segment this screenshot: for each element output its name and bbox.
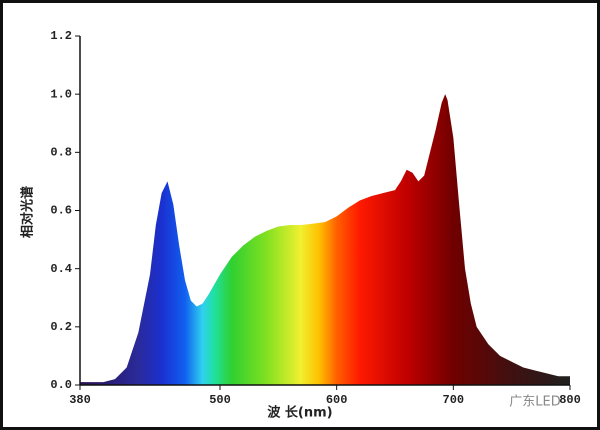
y-tick-label: 0.4 <box>50 262 72 276</box>
y-tick-label: 1.0 <box>50 87 72 101</box>
spectrum-area <box>80 94 570 386</box>
x-tick-label: 380 <box>69 393 91 407</box>
watermark: 广东LED <box>509 395 560 410</box>
y-tick-label: 0.2 <box>50 320 72 334</box>
x-tick-label: 500 <box>209 393 231 407</box>
x-tick-label: 600 <box>326 393 348 407</box>
x-tick-label: 800 <box>559 393 581 407</box>
y-tick-label: 1.2 <box>50 29 72 43</box>
y-axis-title: 相对光谱 <box>20 186 36 238</box>
x-axis-title: 波 长(nm) <box>267 405 332 421</box>
y-tick-label: 0.0 <box>50 378 72 392</box>
y-tick-label: 0.8 <box>50 146 72 160</box>
x-tick-label: 700 <box>443 393 465 407</box>
y-tick-label: 0.6 <box>50 204 72 218</box>
